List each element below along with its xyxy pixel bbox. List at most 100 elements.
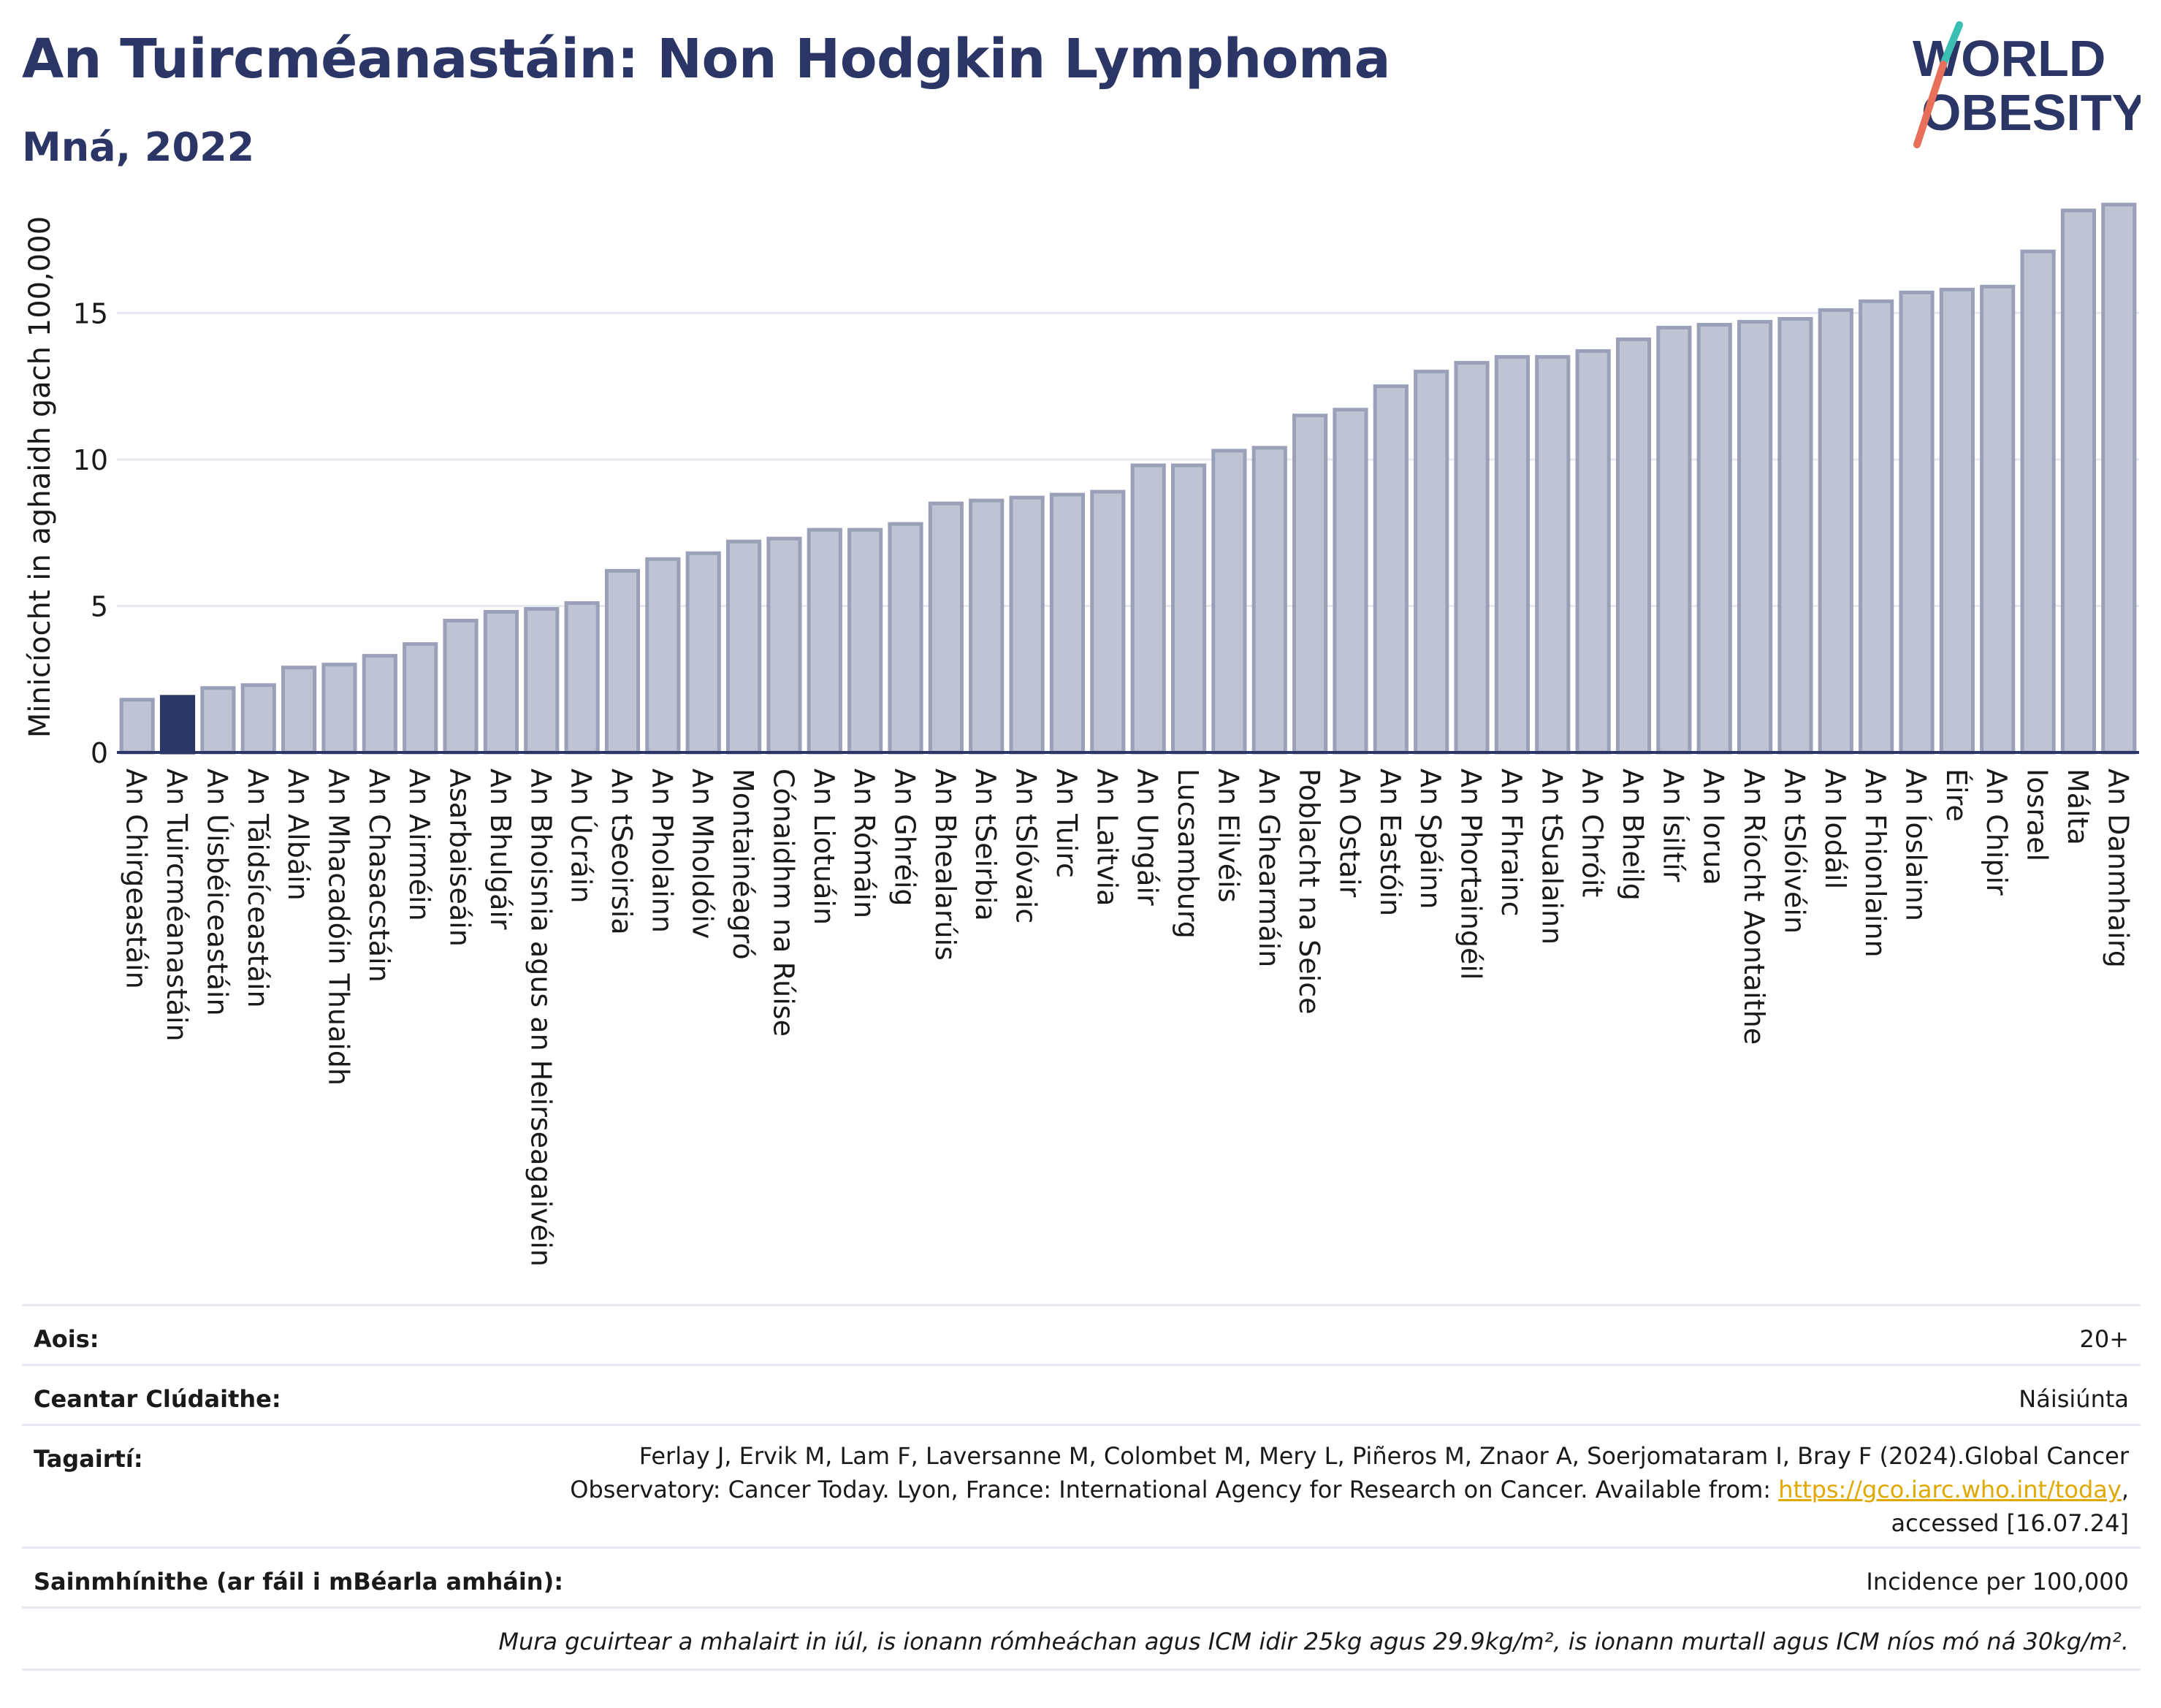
- x-tick-label: An Eastóin: [1374, 769, 1406, 916]
- x-tick-label: Cónaidhm na Rúise: [767, 769, 799, 1037]
- x-tick-label: An Phortaingéil: [1455, 769, 1487, 980]
- age-label: Aois:: [34, 1325, 99, 1353]
- bar[interactable]: [1292, 413, 1328, 755]
- bar[interactable]: [604, 568, 641, 755]
- bar[interactable]: [524, 606, 560, 755]
- x-tick-label: An Úisbéiceastáin: [201, 769, 233, 1016]
- x-tick-label: An Airméin: [403, 769, 435, 921]
- bar[interactable]: [847, 527, 883, 755]
- x-tick-label: An Pholainn: [646, 769, 678, 933]
- bar[interactable]: [1130, 463, 1166, 755]
- bar[interactable]: [1777, 316, 1813, 755]
- x-tick-label: An Úcráin: [565, 769, 598, 903]
- bar[interactable]: [1494, 355, 1531, 755]
- x-tick-label: Éire: [1940, 769, 1973, 822]
- bar[interactable]: [159, 695, 196, 755]
- x-tick-label: An Ostair: [1333, 769, 1365, 898]
- x-tick-label: An Chipir: [1981, 769, 2013, 896]
- bar[interactable]: [240, 683, 276, 755]
- x-tick-label: An Mhacadóin Thuaidh: [322, 769, 354, 1086]
- bar[interactable]: [1414, 370, 1449, 755]
- x-tick-label: An tSeirbia: [969, 769, 1002, 921]
- bar[interactable]: [2060, 208, 2097, 755]
- x-tick-label: An Ríocht Aontaithe: [1738, 769, 1770, 1045]
- x-tick-label: An tSualainn: [1536, 769, 1568, 945]
- bar[interactable]: [1170, 463, 1207, 755]
- footnote: Mura gcuirtear a mhalairt in iúl, is ion…: [498, 1628, 2129, 1655]
- x-tick-label: An Albáin: [282, 769, 314, 901]
- bar[interactable]: [362, 654, 397, 755]
- bar[interactable]: [2101, 202, 2137, 755]
- x-tick-label: Iosrael: [2021, 769, 2054, 861]
- bar[interactable]: [1009, 495, 1045, 755]
- bar[interactable]: [1454, 361, 1490, 755]
- y-tick-label: 15: [73, 297, 108, 329]
- bar[interactable]: [200, 686, 236, 755]
- x-tick-label: An Liotuáin: [808, 769, 840, 925]
- x-tick-label: An Ghearmáin: [1253, 769, 1285, 967]
- bar[interactable]: [928, 501, 964, 755]
- x-tick-label: An Bhulgáir: [484, 769, 517, 930]
- bar[interactable]: [1211, 449, 1247, 755]
- bar[interactable]: [281, 666, 317, 755]
- x-tick-label: An Tuircméanastáin: [161, 769, 193, 1042]
- x-tick-label: An Ungáir: [1132, 769, 1164, 906]
- bar[interactable]: [725, 539, 762, 755]
- bar[interactable]: [403, 642, 438, 755]
- bar[interactable]: [1656, 325, 1692, 755]
- bar[interactable]: [766, 536, 802, 755]
- x-tick-label: Lucsamburg: [1172, 769, 1204, 939]
- bar[interactable]: [645, 557, 681, 755]
- bar[interactable]: [564, 601, 600, 755]
- area-label: Ceantar Clúdaithe:: [34, 1385, 281, 1413]
- x-tick-label: An Ghréig: [889, 769, 921, 907]
- bar[interactable]: [1049, 492, 1086, 755]
- bar[interactable]: [1373, 384, 1409, 755]
- x-tick-label: An Laitvia: [1091, 769, 1123, 906]
- logo-line2: OBESITY: [1921, 84, 2141, 141]
- x-tick-label: An Ísiltír: [1657, 769, 1689, 882]
- bar[interactable]: [483, 609, 519, 755]
- x-tick-label: Poblacht na Seice: [1293, 769, 1325, 1015]
- x-tick-label: An tSeoirsia: [606, 769, 638, 935]
- bar[interactable]: [1818, 308, 1853, 755]
- bar[interactable]: [1859, 299, 1894, 755]
- x-tick-label: An Bhoisnia agus an Heirseagaivéin: [525, 769, 557, 1267]
- x-tick-label: An Chasacstáin: [363, 769, 395, 983]
- bar[interactable]: [321, 663, 357, 755]
- x-tick-label: An Chirgeastáin: [121, 769, 153, 989]
- bar[interactable]: [1980, 284, 2016, 755]
- bar[interactable]: [1535, 355, 1571, 755]
- bar[interactable]: [1575, 349, 1611, 755]
- x-tick-label: An Iorua: [1698, 769, 1730, 885]
- y-tick-label: 5: [91, 590, 108, 622]
- bar[interactable]: [1696, 322, 1732, 755]
- bar[interactable]: [1251, 446, 1287, 755]
- x-tick-label: An Táidsíceastáin: [242, 769, 274, 1008]
- info-row-area: Ceantar Clúdaithe: Náisiúnta: [22, 1364, 2141, 1426]
- bar[interactable]: [969, 498, 1005, 755]
- x-tick-label: An Bheilg: [1617, 769, 1649, 901]
- y-axis-label: Minicíocht in aghaidh gach 100,000: [23, 216, 57, 738]
- bars: [119, 202, 2137, 755]
- bar[interactable]: [1090, 489, 1126, 755]
- x-tick-label: An tSlóvaic: [1010, 769, 1043, 923]
- bar[interactable]: [443, 619, 479, 755]
- x-tick-label: An Eilvéis: [1212, 769, 1244, 903]
- bar[interactable]: [1333, 408, 1368, 755]
- info-row-footnote: Mura gcuirtear a mhalairt in iúl, is ion…: [22, 1606, 2141, 1671]
- bar[interactable]: [888, 522, 923, 755]
- bar[interactable]: [807, 527, 842, 755]
- bar[interactable]: [685, 551, 721, 755]
- reference-citation: Ferlay J, Ervik M, Lam F, Laversanne M, …: [570, 1442, 2129, 1503]
- bar[interactable]: [1615, 338, 1652, 755]
- bar[interactable]: [2020, 249, 2056, 755]
- x-tick-label: An Iodáil: [1819, 769, 1851, 889]
- age-value: 20+: [2079, 1325, 2129, 1353]
- y-axis-ticks: 0 5 10 15: [73, 297, 108, 769]
- bar[interactable]: [1737, 319, 1773, 755]
- bar[interactable]: [119, 698, 155, 755]
- reference-link[interactable]: https://gco.iarc.who.int/today: [1778, 1476, 2122, 1503]
- bar[interactable]: [1939, 287, 1975, 755]
- bar[interactable]: [1899, 290, 1935, 755]
